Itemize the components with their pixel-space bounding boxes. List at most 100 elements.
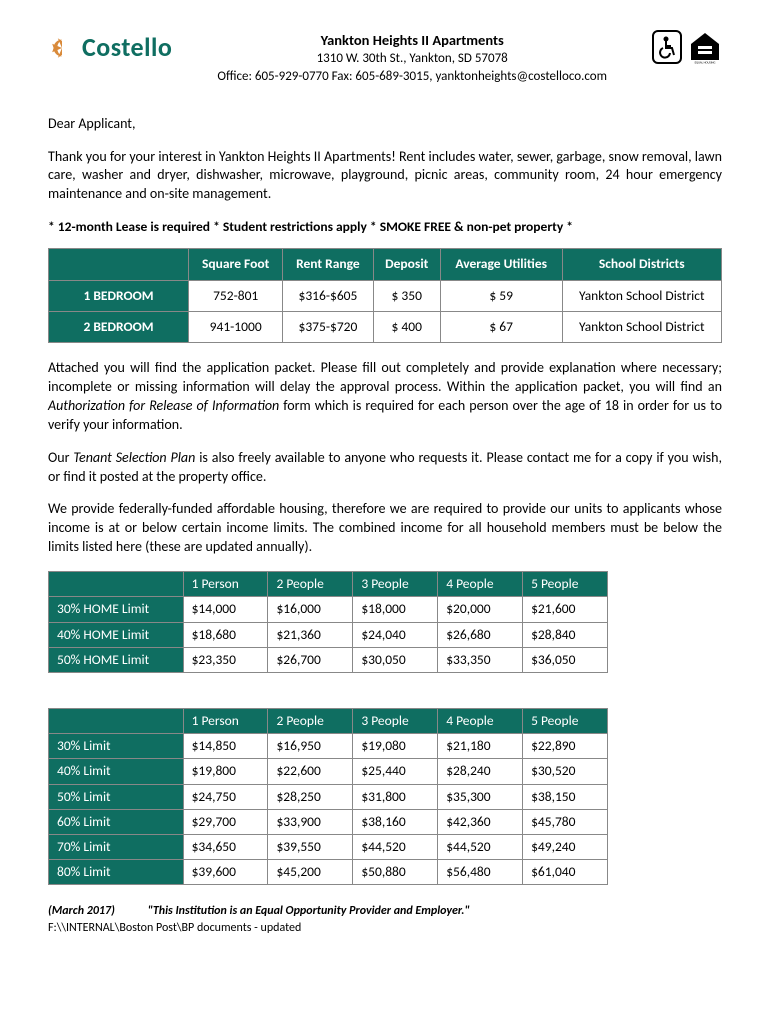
- cell: $23,350: [183, 647, 268, 672]
- col-p3: 3 People: [353, 708, 438, 733]
- cell: $61,040: [523, 860, 608, 885]
- table-row: 80% Limit $39,600 $45,200 $50,880 $56,48…: [49, 860, 608, 885]
- cell: $20,000: [438, 597, 523, 622]
- col-p2: 2 People: [268, 572, 353, 597]
- table-row: 40% HOME Limit $18,680 $21,360 $24,040 $…: [49, 622, 608, 647]
- equal-housing-icon: EQUAL HOUSING: [688, 30, 722, 64]
- property-address: 1310 W. 30th St., Yankton, SD 57078: [184, 50, 640, 68]
- restrictions-line: * 12-month Lease is required * Student r…: [48, 218, 722, 236]
- footer-statement: "This Institution is an Equal Opportunit…: [148, 904, 470, 918]
- table-row: 30% HOME Limit $14,000 $16,000 $18,000 $…: [49, 597, 608, 622]
- cell: $19,080: [353, 734, 438, 759]
- income-header-row: 1 Person 2 People 3 People 4 People 5 Pe…: [49, 708, 608, 733]
- unit-col-rent: Rent Range: [283, 249, 373, 280]
- col-blank: [49, 708, 184, 733]
- home-limit-table: 1 Person 2 People 3 People 4 People 5 Pe…: [48, 571, 608, 673]
- salutation: Dear Applicant,: [48, 115, 722, 134]
- svg-text:EQUAL HOUSING: EQUAL HOUSING: [695, 61, 716, 65]
- cell: $49,240: [523, 834, 608, 859]
- logo-sun-icon: [48, 34, 76, 62]
- cell: $18,680: [183, 622, 268, 647]
- cell: $22,600: [268, 759, 353, 784]
- para3b: Tenant Selection Plan: [73, 449, 195, 466]
- para3a: Our: [48, 449, 73, 466]
- cell: $36,050: [523, 647, 608, 672]
- cell: 941-1000: [189, 311, 283, 342]
- table-row: 50% Limit $24,750 $28,250 $31,800 $35,30…: [49, 784, 608, 809]
- col-p2: 2 People: [268, 708, 353, 733]
- cell: $39,550: [268, 834, 353, 859]
- row-label: 50% Limit: [49, 784, 184, 809]
- cell: $24,040: [353, 622, 438, 647]
- cell: $45,200: [268, 860, 353, 885]
- logo-text: Costello: [82, 30, 172, 65]
- unit-label: 2 BEDROOM: [49, 311, 189, 342]
- unit-table-header-row: Square Foot Rent Range Deposit Average U…: [49, 249, 722, 280]
- income-header-row: 1 Person 2 People 3 People 4 People 5 Pe…: [49, 572, 608, 597]
- cell: 752-801: [189, 280, 283, 311]
- cell: $22,890: [523, 734, 608, 759]
- col-p5: 5 People: [523, 572, 608, 597]
- tenant-plan-paragraph: Our Tenant Selection Plan is also freely…: [48, 449, 722, 487]
- cell: $28,240: [438, 759, 523, 784]
- letterhead-header: Costello Yankton Heights II Apartments 1…: [48, 30, 722, 87]
- row-label: 50% HOME Limit: [49, 647, 184, 672]
- table-row: 2 BEDROOM 941-1000 $375-$720 $ 400 $ 67 …: [49, 311, 722, 342]
- unit-pricing-table: Square Foot Rent Range Deposit Average U…: [48, 248, 722, 343]
- cell: $31,800: [353, 784, 438, 809]
- cell: Yankton School District: [562, 311, 722, 342]
- accessibility-icon: [652, 30, 682, 64]
- cell: $56,480: [438, 860, 523, 885]
- table-row: 50% HOME Limit $23,350 $26,700 $30,050 $…: [49, 647, 608, 672]
- footer-path: F:\\INTERNAL\Boston Post\BP documents - …: [48, 920, 722, 936]
- cell: $21,360: [268, 622, 353, 647]
- table-row: 70% Limit $34,650 $39,550 $44,520 $44,52…: [49, 834, 608, 859]
- col-p4: 4 People: [438, 572, 523, 597]
- footer-statement-line: (March 2017) "This Institution is an Equ…: [48, 903, 722, 919]
- table-row: 60% Limit $29,700 $33,900 $38,160 $42,36…: [49, 809, 608, 834]
- unit-col-blank: [49, 249, 189, 280]
- unit-col-deposit: Deposit: [373, 249, 440, 280]
- cell: $38,150: [523, 784, 608, 809]
- percent-limit-table: 1 Person 2 People 3 People 4 People 5 Pe…: [48, 708, 608, 886]
- cell: $21,600: [523, 597, 608, 622]
- cell: $33,900: [268, 809, 353, 834]
- cell: Yankton School District: [562, 280, 722, 311]
- cell: $34,650: [183, 834, 268, 859]
- col-blank: [49, 572, 184, 597]
- footer-date: (March 2017): [48, 904, 115, 918]
- cell: $ 59: [440, 280, 562, 311]
- cell: $14,000: [183, 597, 268, 622]
- application-paragraph: Attached you will find the application p…: [48, 359, 722, 435]
- cell: $25,440: [353, 759, 438, 784]
- col-p1: 1 Person: [183, 572, 268, 597]
- para2b: Authorization for Release of Information: [48, 397, 279, 414]
- unit-col-sqft: Square Foot: [189, 249, 283, 280]
- row-label: 60% Limit: [49, 809, 184, 834]
- cell: $44,520: [353, 834, 438, 859]
- table-row: 1 BEDROOM 752-801 $316-$605 $ 350 $ 59 Y…: [49, 280, 722, 311]
- row-label: 70% Limit: [49, 834, 184, 859]
- cell: $21,180: [438, 734, 523, 759]
- cell: $30,050: [353, 647, 438, 672]
- cell: $19,800: [183, 759, 268, 784]
- cell: $30,520: [523, 759, 608, 784]
- cell: $26,680: [438, 622, 523, 647]
- cell: $14,850: [183, 734, 268, 759]
- unit-label: 1 BEDROOM: [49, 280, 189, 311]
- header-info: Yankton Heights II Apartments 1310 W. 30…: [184, 30, 640, 87]
- cell: $38,160: [353, 809, 438, 834]
- cell: $ 67: [440, 311, 562, 342]
- cell: $24,750: [183, 784, 268, 809]
- cell: $45,780: [523, 809, 608, 834]
- row-label: 40% HOME Limit: [49, 622, 184, 647]
- table-row: 40% Limit $19,800 $22,600 $25,440 $28,24…: [49, 759, 608, 784]
- cell: $28,250: [268, 784, 353, 809]
- col-p3: 3 People: [353, 572, 438, 597]
- cell: $26,700: [268, 647, 353, 672]
- cell: $44,520: [438, 834, 523, 859]
- intro-paragraph: Thank you for your interest in Yankton H…: [48, 148, 722, 205]
- cell: $16,000: [268, 597, 353, 622]
- cell: $42,360: [438, 809, 523, 834]
- col-p1: 1 Person: [183, 708, 268, 733]
